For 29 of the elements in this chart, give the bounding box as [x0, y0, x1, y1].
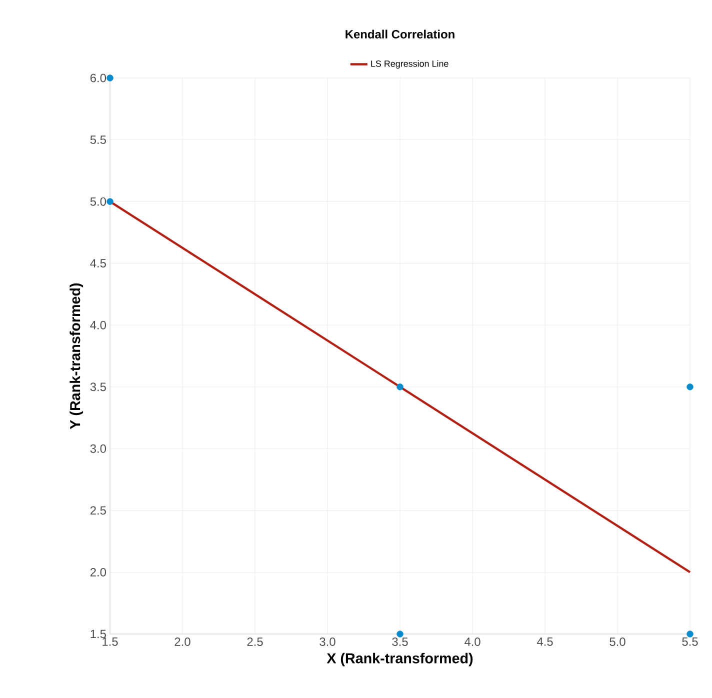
y-tick-label: 5.5 [90, 136, 106, 144]
x-tick-label: 4.0 [464, 638, 480, 646]
x-tick-label: 3.0 [320, 638, 336, 646]
x-tick-label: 1.5 [102, 638, 118, 646]
chart-title: Kendall Correlation [346, 30, 454, 38]
point [396, 384, 404, 390]
y-tick-label: 6.0 [90, 74, 106, 82]
point [106, 198, 114, 205]
y-tick-label: 4.5 [90, 259, 106, 268]
y-tick-label: 5.0 [90, 197, 106, 206]
x-tick-label: 5.5 [682, 638, 698, 646]
y-tick-label: 1.5 [90, 630, 106, 638]
point [106, 74, 114, 82]
y-tick-label: 2.5 [90, 506, 106, 515]
y-tick-label: 3.0 [90, 444, 106, 453]
x-tick-label: 2.5 [247, 638, 263, 646]
point [686, 384, 694, 390]
y-tick-label: 3.5 [90, 382, 106, 392]
y-axis-title: Y (Rank-transformed) [70, 283, 84, 430]
x-tick-label: 4.5 [536, 638, 553, 646]
y-tick-label: 2.0 [90, 568, 106, 576]
x-tick-label: 3.5 [392, 638, 408, 646]
legend-label: LS Regression Line [371, 60, 448, 69]
point [396, 630, 404, 638]
y-tick-label: 4.0 [90, 320, 106, 330]
x-tick-label: 2.0 [174, 638, 190, 646]
x-tick-label: 5.0 [610, 638, 626, 646]
point [686, 630, 694, 638]
x-axis-title: X (Rank-transformed) [326, 652, 473, 666]
